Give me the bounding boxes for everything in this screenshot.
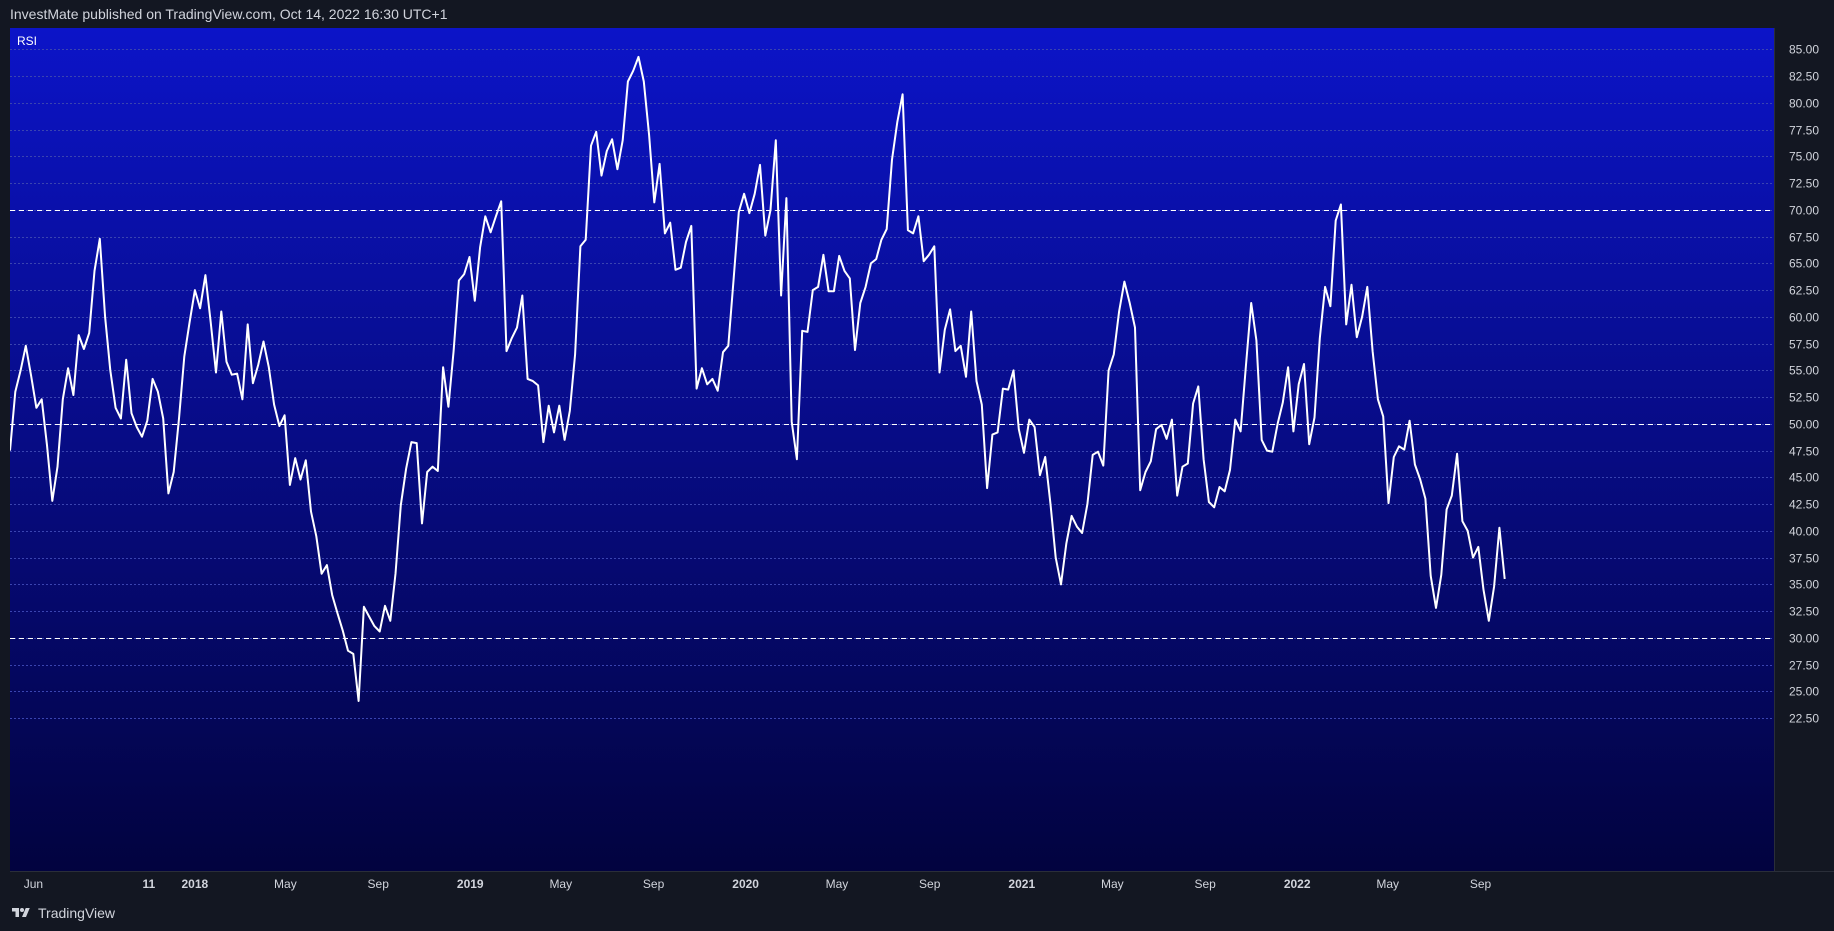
y-tick-label: 80.00 [1789,97,1819,111]
rsi-chart-svg[interactable]: 87.50 85.00 82.50 80.00 77.50 75.00 72.50 70.00… [10,28,1834,896]
x-tick-label: May [1376,877,1399,891]
y-tick-label: 87.50 [1789,28,1819,31]
x-tick-label: May [1101,877,1124,891]
y-tick-label: 75.00 [1789,150,1819,164]
y-tick-label: 27.50 [1789,659,1819,673]
y-tick-label: 25.00 [1789,685,1819,699]
y-tick-label: 82.50 [1789,70,1819,84]
y-tick-label: 67.50 [1789,231,1819,245]
x-tick-label: Jun [24,877,43,891]
y-tick-label: 22.50 [1789,712,1819,726]
x-tick-label: 11 [142,877,155,891]
y-tick-label: 35.00 [1789,578,1819,592]
y-tick-label: 55.00 [1789,364,1819,378]
x-tick-label: Sep [643,877,665,891]
publish-info: InvestMate published on TradingView.com,… [10,6,448,22]
x-tick-label: May [274,877,297,891]
y-tick-label: 45.00 [1789,471,1819,485]
rsi-chart[interactable]: 87.50 85.00 82.50 80.00 77.50 75.00 72.50 70.00… [10,28,1834,896]
x-tick-label: May [549,877,572,891]
x-tick-label: 2020 [732,877,759,891]
y-tick-label: 65.00 [1789,257,1819,271]
tradingview-logo-icon [12,908,30,917]
y-tick-label: 42.50 [1789,498,1819,512]
reference-lines [10,210,1774,639]
y-tick-label: 62.50 [1789,284,1819,298]
y-axis-ticks: 87.50 85.00 82.50 80.00 77.50 75.00 72.50 70.00… [1789,28,1819,726]
y-tick-label: 30.00 [1789,632,1819,646]
y-tick-label: 47.50 [1789,445,1819,459]
x-tick-label: May [826,877,849,891]
y-tick-label: 52.50 [1789,391,1819,405]
indicator-title: RSI [17,34,37,48]
x-tick-label: Sep [1194,877,1216,891]
footer-brand: TradingView [38,905,116,921]
x-tick-label: Sep [368,877,390,891]
footer: TradingView [10,900,115,926]
x-axis-ticks: Jun 11 2018 May Sep 2019 May Sep 2020 May Sep 2021 M… [24,877,1492,891]
y-tick-label: 37.50 [1789,552,1819,566]
y-tick-label: 85.00 [1789,43,1819,57]
x-tick-label: 2022 [1284,877,1311,891]
x-tick-label: 2021 [1008,877,1035,891]
y-tick-label: 32.50 [1789,605,1819,619]
y-tick-label: 57.50 [1789,338,1819,352]
y-tick-label: 77.50 [1789,124,1819,138]
y-tick-label: 72.50 [1789,177,1819,191]
y-tick-label: 40.00 [1789,525,1819,539]
y-tick-label: 50.00 [1789,418,1819,432]
y-tick-label: 70.00 [1789,204,1819,218]
x-tick-label: 2019 [457,877,484,891]
x-tick-label: 2018 [182,877,209,891]
rsi-series-line[interactable] [10,55,1506,702]
y-tick-label: 60.00 [1789,311,1819,325]
x-tick-label: Sep [1470,877,1492,891]
x-tick-label: Sep [919,877,941,891]
